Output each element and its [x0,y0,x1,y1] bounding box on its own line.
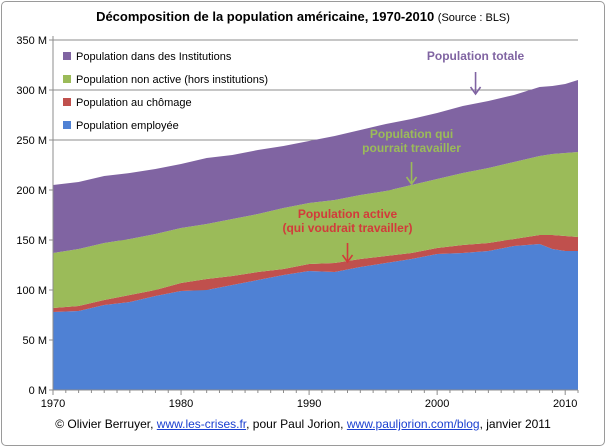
area-series-1 [53,235,578,312]
footer-middle: , pour Paul Jorion, [246,417,344,431]
y-tick-label: 350 M [16,35,47,47]
legend-swatch [63,52,71,60]
area-series-2 [53,152,578,308]
y-tick-label: 150 M [16,235,47,247]
legend-label: Population non active (hors institutions… [76,74,268,86]
x-tick-label: 1980 [169,398,193,410]
annotation-label-1: pourrait travailler [362,141,461,155]
y-tick-label: 50 M [23,335,47,347]
y-tick-label: 0 M [29,385,47,397]
legend-swatch [63,75,71,83]
annotation-arrowhead-0 [469,86,482,96]
legend-label: Population employée [76,120,179,132]
footer-link-pauljorion[interactable]: www.pauljorion.com/blog [346,417,480,431]
chart-source-label: (Source : BLS) [437,12,510,24]
legend-swatch [63,121,71,129]
x-tick-label: 2010 [553,398,577,410]
annotation-arrowhead-1 [405,176,418,186]
y-tick-label: 100 M [16,285,47,297]
footer-suffix: , janvier 2011 [479,417,551,431]
legend-label: Population dans des Institutions [76,51,232,63]
footer-credits: © Olivier Berruyer, www.les-crises.fr, p… [0,417,606,431]
area-series-3 [53,80,578,253]
y-tick-label: 250 M [16,135,47,147]
area-series-0 [53,244,578,390]
legend-label: Population au chômage [76,97,192,109]
y-tick-label: 300 M [16,85,47,97]
y-tick-label: 200 M [16,185,47,197]
footer-link-les-crises[interactable]: www.les-crises.fr [156,417,247,431]
legend-swatch [63,98,71,106]
footer-prefix: © Olivier Berruyer, [55,417,154,431]
x-tick-label: 1970 [41,398,65,410]
chart-title: Décomposition de la population américain… [0,9,606,24]
annotation-label-2: (qui voudrait travailler) [282,221,412,235]
annotation-label-0: Population totale [427,49,525,63]
x-tick-label: 2000 [425,398,449,410]
chart-title-text: Décomposition de la population américain… [96,9,435,24]
annotation-label-1: Population qui [370,127,453,141]
annotation-arrowhead-2 [341,254,354,264]
x-tick-label: 1990 [297,398,321,410]
annotation-label-2: Population active [298,207,398,221]
